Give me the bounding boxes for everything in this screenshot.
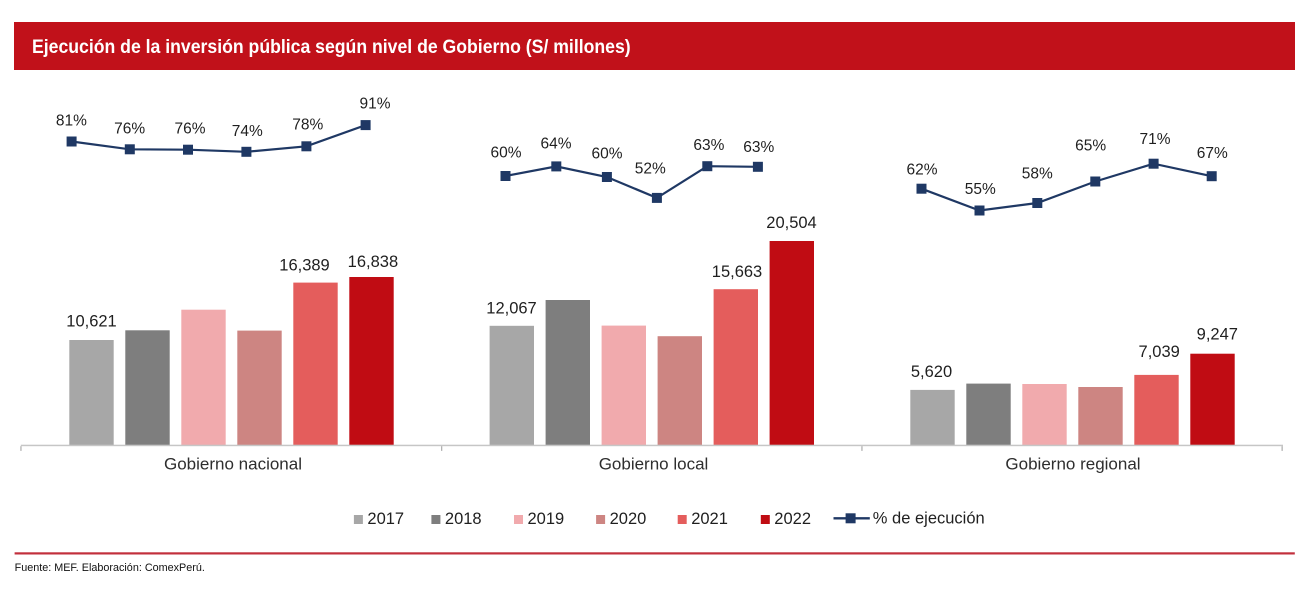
svg-text:10,621: 10,621 [66, 313, 116, 331]
svg-text:63%: 63% [693, 137, 724, 154]
svg-text:60%: 60% [490, 144, 521, 161]
svg-text:62%: 62% [906, 162, 937, 179]
svg-text:76%: 76% [174, 121, 205, 138]
svg-text:2018: 2018 [445, 510, 482, 528]
svg-text:81%: 81% [56, 112, 87, 129]
svg-text:71%: 71% [1139, 131, 1170, 148]
svg-text:Gobierno regional: Gobierno regional [1005, 454, 1140, 473]
svg-text:60%: 60% [591, 145, 622, 162]
svg-text:76%: 76% [114, 120, 145, 137]
svg-text:9,247: 9,247 [1197, 326, 1238, 344]
svg-text:12,067: 12,067 [486, 300, 536, 318]
svg-text:% de ejecución: % de ejecución [873, 510, 985, 528]
svg-text:Gobierno local: Gobierno local [599, 454, 709, 473]
svg-text:2019: 2019 [528, 510, 565, 528]
svg-text:91%: 91% [359, 96, 390, 113]
svg-text:58%: 58% [1022, 166, 1053, 183]
svg-text:52%: 52% [635, 161, 666, 178]
svg-text:64%: 64% [540, 135, 571, 152]
svg-text:Gobierno nacional: Gobierno nacional [164, 454, 302, 473]
svg-text:16,838: 16,838 [348, 253, 398, 271]
svg-text:74%: 74% [232, 123, 263, 140]
svg-text:2022: 2022 [774, 510, 811, 528]
svg-text:78%: 78% [292, 117, 323, 134]
svg-text:67%: 67% [1197, 145, 1228, 162]
svg-text:15,663: 15,663 [712, 263, 762, 281]
svg-text:7,039: 7,039 [1139, 343, 1180, 361]
svg-text:2020: 2020 [610, 510, 647, 528]
svg-text:16,389: 16,389 [279, 257, 329, 275]
svg-text:5,620: 5,620 [911, 363, 952, 381]
svg-text:Fuente: MEF. Elaboración: Come: Fuente: MEF. Elaboración: ComexPerú. [15, 562, 205, 574]
svg-text:63%: 63% [743, 139, 774, 156]
svg-text:2021: 2021 [691, 510, 728, 528]
svg-text:65%: 65% [1075, 138, 1106, 155]
svg-text:20,504: 20,504 [766, 214, 816, 232]
svg-text:2017: 2017 [367, 510, 404, 528]
svg-text:55%: 55% [965, 181, 996, 198]
